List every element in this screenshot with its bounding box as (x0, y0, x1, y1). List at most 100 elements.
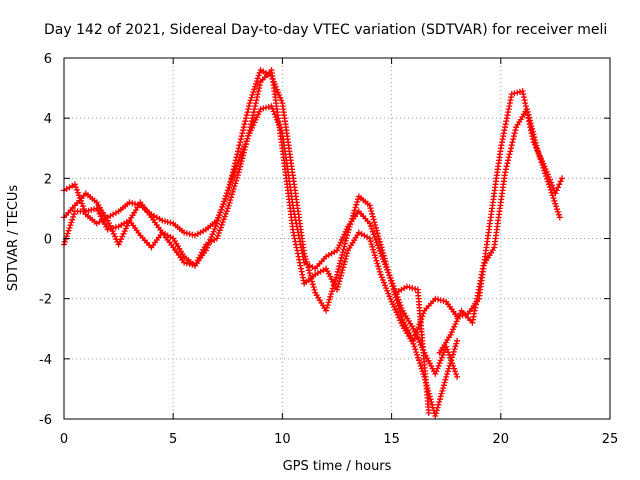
data-point (250, 109, 257, 116)
data-point (397, 317, 404, 324)
data-point (344, 250, 351, 257)
data-point (215, 230, 222, 236)
data-point (233, 177, 240, 184)
series-line (63, 68, 458, 419)
data-point (341, 231, 348, 238)
data-point (371, 252, 378, 259)
data-point (507, 148, 514, 155)
data-point (366, 235, 373, 242)
data-point (377, 250, 384, 257)
data-point (240, 124, 247, 131)
data-point (374, 260, 381, 267)
y-tick-label: 4 (44, 112, 52, 127)
data-point (245, 130, 252, 136)
data-point (110, 225, 117, 231)
data-point (342, 228, 349, 235)
data-point (209, 231, 216, 238)
data-point (276, 92, 283, 98)
data-point (516, 88, 523, 95)
data-point (236, 142, 243, 149)
series-day2 (61, 103, 461, 380)
data-point (242, 118, 249, 125)
data-point (366, 202, 373, 209)
data-point (451, 346, 458, 353)
data-traces (61, 67, 565, 419)
data-point (375, 245, 382, 252)
data-point (398, 313, 405, 320)
data-point (556, 214, 563, 221)
data-point (395, 296, 402, 303)
data-point (336, 242, 343, 249)
data-point (325, 299, 332, 306)
data-point (447, 360, 454, 366)
data-point (217, 209, 224, 216)
data-point (355, 196, 361, 203)
data-point (65, 227, 72, 234)
data-point (246, 100, 253, 107)
data-point (226, 199, 233, 206)
data-point (110, 230, 117, 237)
data-point (223, 208, 230, 215)
data-point (237, 163, 244, 170)
x-tick-labels: 0 5 10 15 20 25 (60, 432, 618, 447)
data-point (237, 160, 244, 167)
data-point (235, 145, 242, 152)
data-point (376, 266, 382, 272)
data-point (88, 206, 95, 213)
data-point (337, 272, 344, 279)
data-point (432, 295, 439, 302)
data-point (245, 132, 252, 139)
data-point (442, 376, 449, 383)
data-point (454, 373, 461, 380)
data-point (350, 210, 357, 216)
data-point (336, 260, 343, 267)
series-day5 (393, 283, 432, 416)
data-point (335, 266, 342, 272)
data-point (189, 231, 196, 238)
data-point (253, 78, 260, 85)
data-point (245, 106, 252, 113)
data-point (275, 89, 281, 96)
data-point (511, 130, 518, 137)
data-point (453, 340, 460, 347)
data-point (222, 195, 229, 202)
data-point (557, 178, 564, 185)
data-point (210, 228, 217, 235)
data-point (446, 362, 453, 369)
data-point (452, 343, 459, 350)
data-point (525, 111, 532, 118)
data-point (243, 115, 249, 122)
data-point (534, 148, 541, 155)
data-point (73, 186, 80, 193)
x-tick-label: 5 (169, 432, 177, 447)
data-point (183, 260, 190, 267)
data-point (510, 136, 517, 143)
data-point (234, 174, 240, 181)
data-point (536, 153, 543, 160)
data-point (240, 149, 247, 156)
data-point (112, 224, 119, 231)
data-point (440, 297, 447, 304)
data-point (221, 213, 228, 220)
data-point (68, 219, 75, 226)
data-point (305, 267, 312, 274)
data-point (337, 239, 344, 246)
data-point (445, 365, 452, 372)
data-point (440, 382, 447, 389)
data-point (450, 326, 456, 333)
data-point (370, 246, 377, 253)
data-point (376, 268, 383, 275)
data-point (544, 175, 550, 182)
data-point (519, 88, 526, 95)
data-point (253, 80, 259, 87)
data-point (367, 238, 374, 245)
data-point (449, 354, 456, 361)
data-point (410, 340, 417, 347)
data-point (324, 302, 331, 309)
data-point (542, 170, 549, 177)
data-point (435, 296, 441, 303)
data-point (529, 128, 536, 135)
data-point (543, 173, 550, 180)
data-point (122, 225, 129, 232)
data-point (342, 255, 349, 262)
